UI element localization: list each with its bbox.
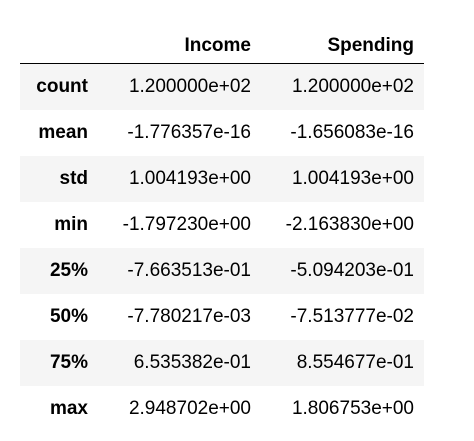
dataframe-output: Income Spending count 1.200000e+02 1.200…	[20, 16, 424, 432]
cell-spending: -2.163830e+00	[285, 213, 414, 235]
row-label: 25%	[49, 259, 88, 281]
cell-income: 1.200000e+02	[128, 75, 251, 97]
cell-spending: -1.656083e-16	[290, 121, 414, 143]
cell-income: 6.535382e-01	[133, 351, 251, 373]
table-row-mean: mean -1.776357e-16 -1.656083e-16	[20, 110, 424, 156]
row-label: 75%	[49, 351, 88, 373]
describe-table: Income Spending count 1.200000e+02 1.200…	[20, 16, 424, 432]
cell-income: -7.780217e-03	[127, 305, 251, 327]
table-row-max: max 2.948702e+00 1.806753e+00	[20, 386, 424, 432]
cell-income: -1.776357e-16	[127, 121, 251, 143]
row-label: 50%	[49, 305, 88, 327]
index-header	[20, 16, 98, 64]
row-label: min	[54, 213, 88, 235]
row-label: max	[49, 397, 88, 419]
column-header-income: Income	[98, 16, 261, 64]
cell-income: -7.663513e-01	[127, 259, 251, 281]
cell-income: -1.797230e+00	[122, 213, 251, 235]
row-label: std	[59, 167, 89, 189]
table-row-std: std 1.004193e+00 1.004193e+00	[20, 155, 424, 202]
column-header-spending: Spending	[261, 16, 424, 64]
cell-spending: 1.806753e+00	[291, 397, 414, 419]
cell-income: 2.948702e+00	[128, 397, 251, 419]
cell-spending: 8.554677e-01	[296, 351, 414, 373]
cell-income: 1.004193e+00	[128, 167, 251, 189]
cell-spending: -5.094203e-01	[290, 259, 414, 281]
table-row-25: 25% -7.663513e-01 -5.094203e-01	[20, 247, 424, 294]
table-row-count: count 1.200000e+02 1.200000e+02	[20, 63, 424, 110]
table-row-min: min -1.797230e+00 -2.163830e+00	[20, 202, 424, 248]
cell-spending: -7.513777e-02	[290, 305, 414, 327]
cell-spending: 1.200000e+02	[291, 75, 414, 97]
row-label: mean	[38, 121, 88, 143]
cell-spending: 1.004193e+00	[291, 167, 414, 189]
table-row-75: 75% 6.535382e-01 8.554677e-01	[20, 339, 424, 386]
row-label: count	[36, 75, 88, 97]
header-row: Income Spending	[20, 16, 424, 64]
table-row-50: 50% -7.780217e-03 -7.513777e-02	[20, 294, 424, 340]
